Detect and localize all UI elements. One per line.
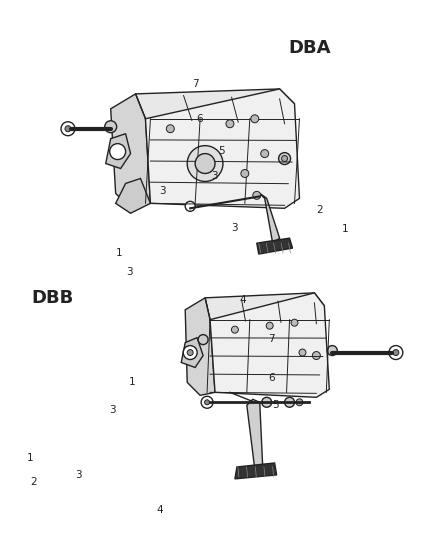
Circle shape	[389, 345, 403, 360]
Polygon shape	[116, 179, 150, 213]
Text: 7: 7	[268, 334, 275, 344]
Text: DBA: DBA	[289, 39, 331, 57]
Circle shape	[183, 345, 197, 360]
Circle shape	[61, 122, 75, 136]
Circle shape	[262, 397, 272, 407]
Circle shape	[266, 322, 273, 329]
Circle shape	[291, 319, 298, 326]
Polygon shape	[260, 193, 279, 243]
Text: 4: 4	[157, 505, 163, 515]
Polygon shape	[111, 94, 150, 208]
Polygon shape	[210, 293, 329, 397]
Circle shape	[285, 397, 294, 407]
Circle shape	[296, 399, 303, 406]
Text: 1: 1	[26, 454, 33, 463]
Circle shape	[282, 156, 288, 161]
Text: 6: 6	[196, 114, 203, 124]
Text: 3: 3	[127, 267, 133, 277]
Circle shape	[241, 169, 249, 177]
Text: 3: 3	[75, 470, 82, 480]
Circle shape	[65, 126, 71, 132]
Text: 1: 1	[342, 224, 349, 235]
Text: DBB: DBB	[31, 289, 73, 308]
Text: 5: 5	[218, 147, 225, 157]
Circle shape	[185, 201, 195, 211]
Text: 4: 4	[240, 295, 246, 305]
Circle shape	[393, 350, 399, 356]
Polygon shape	[145, 89, 300, 208]
Circle shape	[187, 146, 223, 181]
Text: 2: 2	[316, 205, 322, 215]
Polygon shape	[181, 337, 203, 367]
Text: 1: 1	[116, 248, 122, 258]
Text: 3: 3	[159, 186, 166, 196]
Circle shape	[299, 349, 306, 356]
Circle shape	[201, 397, 213, 408]
Text: 3: 3	[212, 172, 218, 181]
Circle shape	[205, 400, 209, 405]
Polygon shape	[135, 89, 294, 119]
Text: 7: 7	[192, 78, 198, 88]
Polygon shape	[185, 298, 215, 395]
Polygon shape	[106, 134, 131, 168]
Text: 3: 3	[109, 405, 116, 415]
Polygon shape	[257, 238, 293, 254]
Circle shape	[261, 150, 268, 158]
Text: 2: 2	[31, 477, 37, 487]
Circle shape	[187, 350, 193, 356]
Circle shape	[110, 144, 126, 159]
Circle shape	[105, 121, 117, 133]
Circle shape	[312, 352, 320, 360]
Circle shape	[195, 154, 215, 173]
Text: 1: 1	[129, 377, 135, 387]
Circle shape	[253, 191, 261, 199]
Text: 5: 5	[272, 400, 279, 410]
Text: 6: 6	[268, 373, 275, 383]
Circle shape	[226, 120, 234, 128]
Circle shape	[166, 125, 174, 133]
Text: 3: 3	[231, 223, 237, 233]
Circle shape	[231, 326, 238, 333]
Polygon shape	[235, 463, 277, 479]
Circle shape	[251, 115, 259, 123]
Circle shape	[198, 335, 208, 345]
Circle shape	[279, 152, 290, 165]
Polygon shape	[205, 293, 324, 320]
Polygon shape	[247, 399, 263, 469]
Circle shape	[327, 345, 337, 356]
